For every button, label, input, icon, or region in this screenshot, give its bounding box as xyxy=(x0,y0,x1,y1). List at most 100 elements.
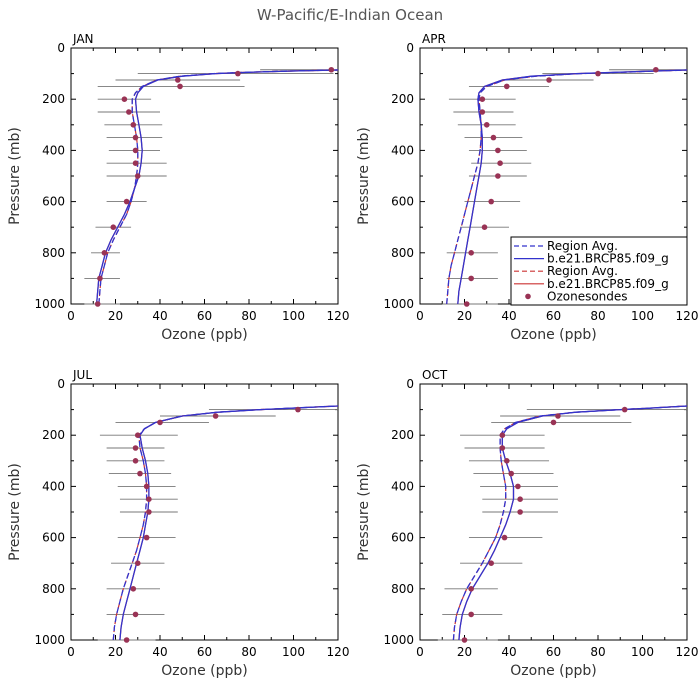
x-tick-label: 120 xyxy=(676,645,699,659)
x-tick-label: 100 xyxy=(631,309,654,323)
figure-title: W-Pacific/E-Indian Ocean xyxy=(257,6,443,24)
sonde-point xyxy=(468,250,474,256)
sonde-point xyxy=(110,224,117,230)
x-tick-label: 20 xyxy=(457,645,472,659)
sonde-point xyxy=(468,586,474,592)
x-axis-title: Ozone (ppb) xyxy=(161,327,247,343)
sonde-point xyxy=(134,173,141,179)
x-tick-label: 60 xyxy=(197,309,212,323)
panel-label: JAN xyxy=(72,32,94,46)
x-tick-label: 80 xyxy=(241,309,256,323)
x-tick-label: 0 xyxy=(416,645,424,659)
x-tick-label: 20 xyxy=(457,309,472,323)
sonde-point xyxy=(94,301,101,307)
sonde-point xyxy=(546,77,552,83)
sonde-point xyxy=(212,413,219,419)
sonde-point xyxy=(479,109,486,115)
y-tick-label: 800 xyxy=(391,582,414,596)
sonde-point xyxy=(508,470,515,477)
sonde-point xyxy=(463,301,470,307)
panel-label: OCT xyxy=(422,368,448,382)
y-tick-label: 1000 xyxy=(34,297,65,311)
x-tick-label: 40 xyxy=(152,309,167,323)
sonde-point xyxy=(177,83,183,90)
x-tick-label: 100 xyxy=(631,645,654,659)
sonde-point xyxy=(488,198,495,205)
x-axis-title: Ozone (ppb) xyxy=(510,327,596,343)
sonde-point xyxy=(461,637,468,643)
sonde-point xyxy=(132,160,139,166)
y-tick-label: 0 xyxy=(57,377,65,391)
sonde-point xyxy=(479,96,486,102)
sonde-point xyxy=(621,406,628,413)
x-axis-title: Ozone (ppb) xyxy=(161,663,247,679)
x-tick-label: 40 xyxy=(501,309,516,323)
x-tick-label: 60 xyxy=(546,645,561,659)
x-tick-label: 40 xyxy=(152,645,167,659)
legend-label: Ozonesondes xyxy=(547,289,628,303)
legend-label: Region Avg. xyxy=(547,239,618,253)
sonde-point xyxy=(132,445,139,451)
x-tick-label: 80 xyxy=(590,645,605,659)
sonde-point xyxy=(490,134,497,141)
y-tick-label: 1000 xyxy=(383,633,414,647)
sonde-point xyxy=(328,66,335,73)
y-tick-label: 400 xyxy=(42,143,65,157)
sonde-point xyxy=(499,432,506,439)
sonde-point xyxy=(653,66,659,73)
sonde-point xyxy=(132,134,139,141)
x-tick-label: 120 xyxy=(327,645,350,659)
y-tick-label: 200 xyxy=(42,92,65,106)
sonde-point xyxy=(146,509,152,515)
sonde-point xyxy=(503,83,510,90)
x-tick-label: 20 xyxy=(108,309,123,323)
series-blue-dashed xyxy=(112,405,338,640)
x-tick-label: 100 xyxy=(282,309,305,323)
series-red-solid xyxy=(119,405,338,640)
panel-oct: 0 20 40 60 80 100 120 0 200 400 600 800 1000 Ozone (p… xyxy=(356,368,698,679)
sonde-point xyxy=(495,147,501,154)
sonde-point xyxy=(123,637,130,643)
sonde-point xyxy=(101,250,108,256)
sonde-point xyxy=(134,560,141,566)
y-axis-title: Pressure (mb) xyxy=(356,463,372,561)
x-tick-label: 100 xyxy=(282,645,305,659)
y-tick-label: 800 xyxy=(42,246,65,260)
sonde-point xyxy=(595,70,601,77)
x-tick-label: 120 xyxy=(676,309,699,323)
model-lines xyxy=(112,405,338,640)
sonde-point xyxy=(132,147,139,154)
x-tick-label: 60 xyxy=(546,309,561,323)
y-tick-label: 400 xyxy=(391,143,414,157)
legend-marker xyxy=(525,293,531,300)
x-tick-label: 0 xyxy=(67,645,75,659)
y-tick-label: 0 xyxy=(57,41,65,55)
sonde-point xyxy=(235,70,241,77)
series-red-solid xyxy=(458,405,687,640)
sonde-point xyxy=(146,496,152,503)
sonde-point xyxy=(121,96,128,102)
sonde-point xyxy=(488,560,495,566)
y-tick-label: 200 xyxy=(42,428,65,442)
x-tick-label: 80 xyxy=(590,309,605,323)
panel-label: JUL xyxy=(72,368,92,382)
x-tick-label: 0 xyxy=(67,309,75,323)
y-tick-label: 600 xyxy=(42,531,65,545)
sonde-point xyxy=(495,173,501,179)
sonde-point xyxy=(497,160,503,166)
sonde-point xyxy=(126,109,132,115)
sonde-point xyxy=(130,122,137,128)
y-axis-title: Pressure (mb) xyxy=(7,127,23,225)
series-blue-solid xyxy=(458,405,687,640)
sonde-point xyxy=(468,611,474,618)
y-tick-label: 0 xyxy=(406,377,414,391)
panel-label: APR xyxy=(422,32,446,46)
sonde-point xyxy=(468,275,474,282)
y-tick-label: 400 xyxy=(391,479,414,493)
sonde-point xyxy=(517,509,523,515)
series-red-solid xyxy=(96,69,338,304)
sonde-point xyxy=(143,483,150,490)
sonde-point xyxy=(130,586,137,592)
